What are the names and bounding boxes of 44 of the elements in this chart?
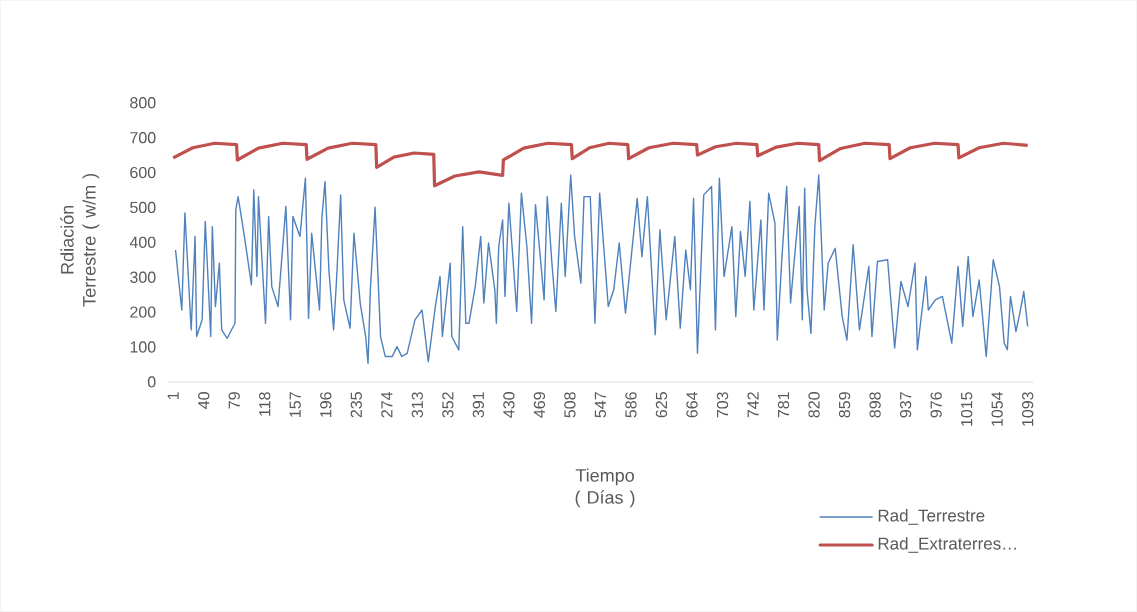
x-tick-label: 1015: [960, 392, 973, 426]
x-tick-label: 586: [625, 392, 637, 418]
x-tick-label: 937: [899, 392, 912, 418]
x-tick-label: 118: [259, 392, 271, 416]
x-tick-label: 1: [167, 392, 179, 400]
line-series: [171, 141, 1030, 188]
x-tick-label: 859: [838, 392, 851, 418]
x-tick-label: 976: [930, 392, 942, 418]
x-tick-label: 781: [777, 392, 790, 418]
x-tick-label: 820: [808, 392, 820, 418]
x-tick-label: 1054: [991, 392, 1003, 426]
y-tick-label: 700: [130, 132, 156, 144]
x-tick-label: 664: [686, 392, 698, 418]
x-tick-label: 1093: [1022, 392, 1034, 426]
x-tick-label: 79: [228, 392, 240, 409]
y-tick-label: 300: [130, 271, 156, 284]
y-tick-label: 400: [129, 236, 156, 249]
x-tick-label: 391: [472, 392, 485, 418]
x-tick-label: 157: [289, 392, 301, 418]
y-tick-label: 800: [130, 97, 156, 109]
x-axis-title: Tiempo ( Días ): [575, 468, 635, 508]
x-tick-label: 40: [198, 392, 210, 410]
legend-label: Rad_Extraterres…: [878, 537, 1016, 553]
y-axis-title: Rdiación Terrestre ( w/m ): [60, 174, 100, 307]
y-tick-label: 100: [130, 341, 156, 353]
x-tick-label: 235: [350, 392, 362, 418]
y-tick-label: 200: [130, 306, 156, 318]
x-tick-label: 625: [655, 392, 668, 418]
x-tick-label: 742: [747, 392, 759, 418]
x-tick-label: 508: [564, 392, 576, 418]
x-tick-label: 547: [594, 392, 607, 418]
x-tick-label: 352: [442, 392, 454, 418]
x-tick-label: 703: [716, 392, 729, 418]
y-tick-label: 500: [130, 201, 156, 214]
x-tick-label: 313: [411, 392, 423, 418]
x-tick-label: 430: [503, 392, 515, 418]
line-series: [174, 174, 1029, 365]
x-tick-label: 469: [533, 392, 546, 418]
x-tick-label: 196: [320, 392, 332, 418]
y-tick-label: 600: [130, 167, 156, 179]
x-tick-label: 274: [381, 392, 393, 418]
x-tick-label: 898: [869, 392, 881, 418]
y-tick-label: 0: [147, 376, 156, 388]
legend-label: Rad_Terrestre: [878, 509, 985, 525]
